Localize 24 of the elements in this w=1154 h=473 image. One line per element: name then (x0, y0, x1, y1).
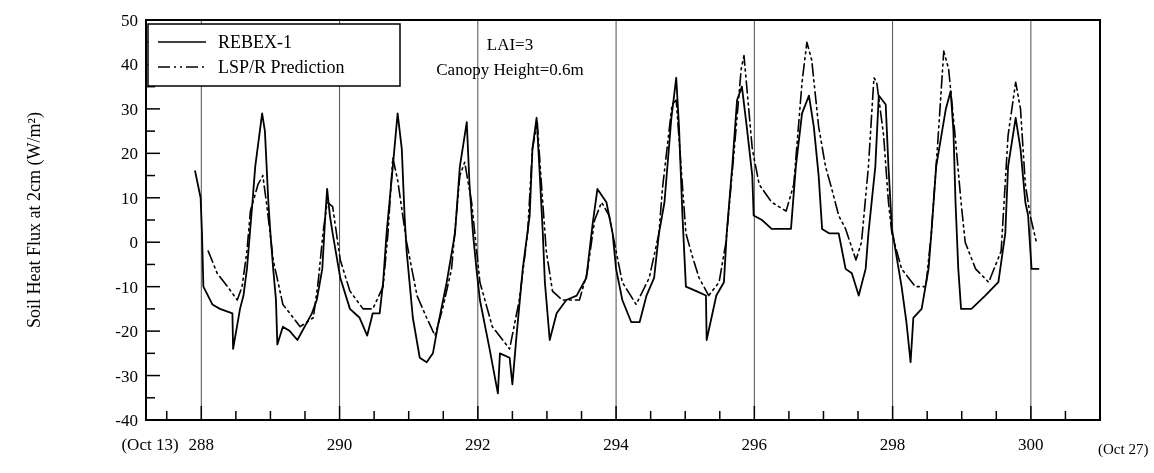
y-tick-label: 40 (121, 55, 138, 75)
text: (Oct 13) (121, 435, 179, 454)
y-axis-title: Soil Heat Flux at 2cm (W/m²) (24, 112, 45, 328)
legend-label: REBEX-1 (218, 32, 292, 52)
text: (Oct 27) (1098, 441, 1149, 458)
x-tick-label: 288 (188, 435, 215, 454)
x-tick-label: 290 (326, 435, 353, 454)
annotation: LAI=3 (486, 35, 534, 54)
y-tick-label: 0 (129, 233, 138, 253)
x-tick-label: 292 (465, 435, 491, 454)
y-tick-label: -10 (115, 277, 138, 297)
y-tick-label: 50 (121, 11, 138, 30)
x-tick-label: 294 (603, 435, 630, 454)
legend-label: LSP/R Prediction (218, 57, 345, 77)
x-tick-label: 296 (741, 435, 768, 454)
y-tick-label: 30 (121, 99, 138, 119)
y-tick-label: 20 (121, 144, 138, 164)
annotation: Canopy Height=0.6m (436, 60, 584, 79)
x-tick-label: 298 (879, 435, 906, 454)
y-tick-label: -40 (115, 411, 138, 430)
y-tick-label: -20 (115, 322, 138, 342)
y-tick-label: 10 (121, 188, 138, 208)
x-tick-label: 300 (1018, 435, 1044, 454)
y-tick-label: -30 (115, 366, 138, 386)
